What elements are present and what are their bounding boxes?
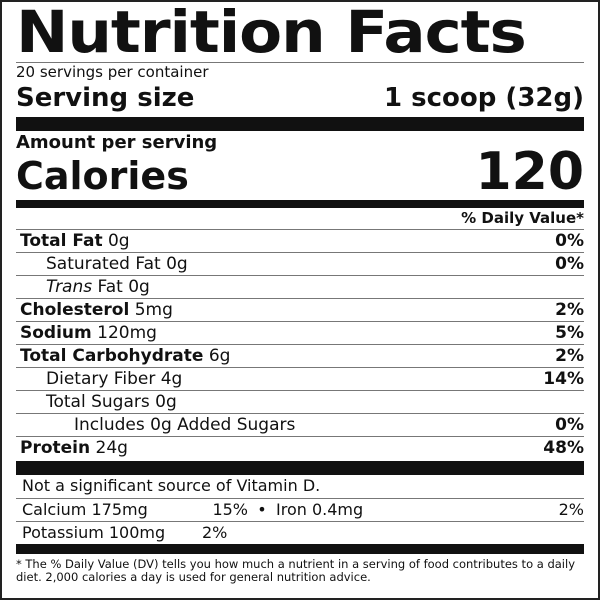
nutrient-dv: 0% [555,415,584,435]
nutrient-amount: 24g [95,438,128,458]
nutrient-amount: 120mg [97,323,157,343]
nutrient-label: Fat [97,277,123,297]
nutrient-row: Protein 24g 48% [16,436,584,459]
calcium-label: Calcium 175mg [22,500,148,519]
nutrient-row: Sodium 120mg 5% [16,321,584,344]
servings-per-container: 20 servings per container [16,63,209,81]
calories-value: 120 [475,142,584,202]
nutrient-dv: 14% [543,369,584,389]
amount-per-serving: Amount per serving [16,132,218,153]
daily-value-header: % Daily Value* [461,209,584,227]
nutrient-name: Saturated Fat 0g [16,253,188,275]
nutrient-name: Protein 24g [16,437,128,459]
potassium-dv: 2% [202,523,228,542]
serving-size-row: Serving size 1 scoop (32g) [16,81,584,117]
label-title: Nutrition Facts [16,0,527,66]
nutrient-amount: 0g [128,277,150,297]
iron-dv: 2% [558,500,584,519]
nutrient-row: Trans Fat 0g [16,275,584,298]
iron-label: Iron 0.4mg [276,500,364,519]
nutrient-name: Total Sugars 0g [16,391,177,413]
nutrient-name: Sodium 120mg [16,322,157,344]
nutrient-list: Total Fat 0g 0% Saturated Fat 0g 0% Trans Fa… [16,229,584,459]
separator-bullet: • [257,500,267,519]
thick-divider [16,461,584,475]
nutrient-name-italic: Trans [46,277,93,297]
nutrient-row: Dietary Fiber 4g 14% [16,367,584,390]
nutrient-label: Includes 0g Added Sugars [74,415,296,435]
nutrient-dv: 2% [555,346,584,366]
nutrient-dv: 0% [555,231,584,251]
nutrient-amount: 4g [160,369,183,389]
nutrient-name: Cholesterol 5mg [16,299,173,321]
divider [16,62,584,63]
calories-label: Calories [16,154,189,198]
nutrient-name: Trans Fat 0g [16,276,150,298]
vitamin-d-text: Not a significant source of Vitamin D. [22,476,321,495]
calcium-dv: 15% [212,500,248,519]
serving-size-value: 1 scoop (32g) [384,83,584,113]
nutrient-dv: 5% [555,323,584,343]
nutrient-label: Saturated Fat [46,254,161,274]
nutrient-name: Total Carbohydrate 6g [16,345,230,367]
potassium-row: Potassium 100mg 2% [16,521,584,544]
thick-divider [16,544,584,554]
thick-divider [16,117,584,131]
nutrient-row: Total Fat 0g 0% [16,229,584,252]
nutrient-name: Dietary Fiber 4g [16,368,182,390]
calories-row: Calories 120 [16,146,584,198]
nutrient-dv: 0% [555,254,584,274]
nutrient-amount: 0g [155,392,177,412]
nutrient-name: Total Fat 0g [16,230,130,252]
nutrient-label: Cholesterol [20,300,130,320]
serving-size-label: Serving size [16,83,195,113]
nutrient-label: Total Sugars [46,392,150,412]
nutrient-row: Total Sugars 0g [16,390,584,413]
nutrient-amount: 0g [107,231,130,251]
nutrient-label: Protein [20,438,91,458]
nutrient-label: Dietary Fiber [46,369,156,389]
potassium-label: Potassium 100mg [22,523,166,542]
nutrient-label: Total Fat [20,231,103,251]
thick-divider [16,200,584,208]
vitamin-d-row: Not a significant source of Vitamin D. [16,475,584,498]
footnote: * The % Daily Value (DV) tells you how m… [16,557,576,584]
nutrient-dv: 48% [543,438,584,458]
nutrient-row: Total Carbohydrate 6g 2% [16,344,584,367]
nutrient-label: Sodium [20,323,92,343]
nutrient-dv: 2% [555,300,584,320]
nutrient-row: Cholesterol 5mg 2% [16,298,584,321]
calcium-iron-row: Calcium 175mg 15% • Iron 0.4mg 2% [16,498,584,521]
nutrient-amount: 5mg [134,300,173,320]
nutrient-row: Includes 0g Added Sugars 0% [16,413,584,436]
nutrient-row: Saturated Fat 0g 0% [16,252,584,275]
nutrient-name: Includes 0g Added Sugars [16,414,295,436]
nutrient-amount: 6g [208,346,231,366]
nutrient-label: Total Carbohydrate [20,346,204,366]
nutrient-amount: 0g [166,254,188,274]
